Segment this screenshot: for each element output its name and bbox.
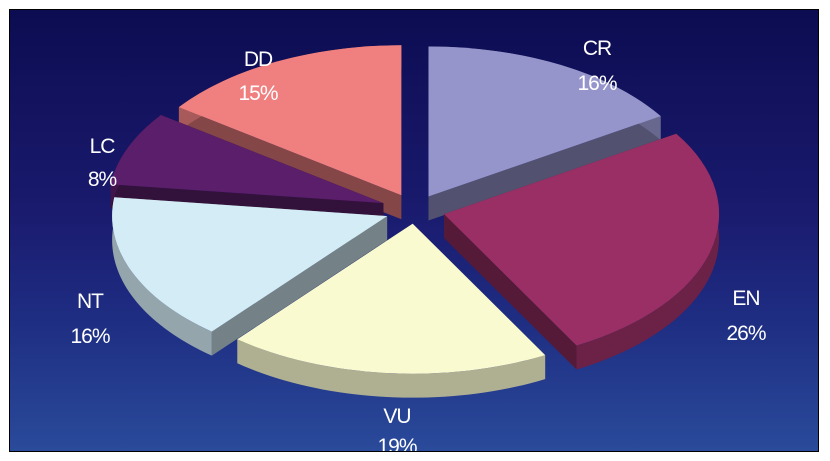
slice-label-dd: DD <box>244 48 273 71</box>
slice-value-label-en: 26% <box>726 322 765 345</box>
pie-slice-cr <box>428 46 661 221</box>
pie-slice-en <box>444 133 720 370</box>
slice-value-label-lc: 8% <box>88 168 117 191</box>
pie-slice-top <box>110 114 384 204</box>
pie-chart: CR 16% EN 26% VU 19% NT 16% LC 8% DD 15% <box>70 37 766 452</box>
pie-slice-rim <box>112 197 212 356</box>
pie-slice-nt <box>112 197 388 356</box>
pie-slice-wall <box>428 116 661 221</box>
slice-value-label-nt: 16% <box>70 325 109 348</box>
pie-slice-vu <box>237 223 546 398</box>
pie-slice-rim <box>576 133 720 370</box>
slice-value-label-cr: 16% <box>577 72 616 95</box>
pie-slice-top <box>112 197 388 332</box>
slice-label-cr: CR <box>583 37 612 60</box>
slice-label-vu: VU <box>383 405 410 428</box>
pie-slice-top <box>178 45 402 196</box>
chart-frame: CR 16% EN 26% VU 19% NT 16% LC 8% DD 15% <box>9 9 819 452</box>
pie-slice-wall <box>444 214 577 370</box>
pie-slice-top <box>444 133 720 346</box>
pie-slice-wall <box>211 216 388 356</box>
slice-value-label-dd: 15% <box>238 82 277 105</box>
slice-label-en: EN <box>732 287 759 310</box>
pie-slice-top <box>428 46 661 197</box>
pie-slice-rim <box>237 339 546 398</box>
slice-label-lc: LC <box>90 135 116 158</box>
pie-slice-top <box>237 223 546 374</box>
slice-label-nt: NT <box>77 290 104 313</box>
slice-value-label-vu: 19% <box>377 435 416 452</box>
